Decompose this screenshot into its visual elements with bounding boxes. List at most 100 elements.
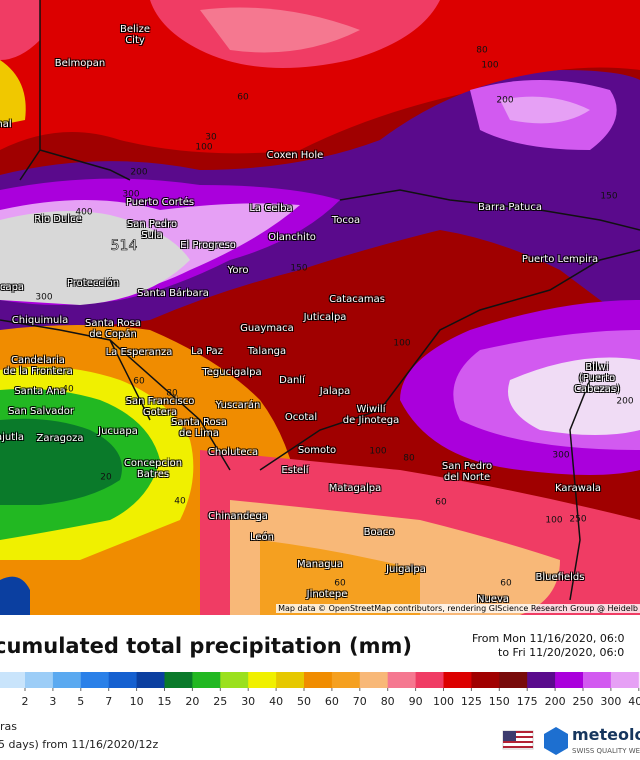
contour-label: 60 bbox=[500, 579, 512, 589]
legend-swatch bbox=[192, 672, 221, 688]
legend-tick-label: 40 bbox=[269, 695, 283, 708]
city-label: Guaymaca bbox=[240, 323, 294, 334]
legend-tick-label: 300 bbox=[600, 695, 621, 708]
legend: cumulated total precipitation (mm) From … bbox=[0, 615, 640, 760]
city-label: Catacamas bbox=[329, 294, 385, 305]
legend-swatch bbox=[415, 672, 444, 688]
legend-swatch bbox=[136, 672, 165, 688]
legend-swatch bbox=[220, 672, 249, 688]
flag bbox=[502, 730, 534, 750]
legend-swatch bbox=[80, 672, 110, 688]
legend-swatch bbox=[359, 672, 389, 688]
legend-swatch bbox=[304, 672, 333, 688]
city-label: Jucuapa bbox=[98, 426, 138, 437]
contour-label: 250 bbox=[569, 515, 586, 525]
legend-tick-label: 2 bbox=[22, 695, 29, 708]
legend-tick-label: 125 bbox=[461, 695, 482, 708]
city-label: Concepcion Batres bbox=[123, 458, 183, 480]
contour-label: 100 bbox=[195, 143, 212, 153]
city-label: Ocotal bbox=[284, 412, 318, 423]
legend-tick-label: 20 bbox=[185, 695, 199, 708]
city-label: Juigalpa bbox=[386, 564, 426, 575]
legend-tick-label: 7 bbox=[105, 695, 112, 708]
city-label: Jalapa bbox=[319, 386, 351, 397]
brand: meteolog bbox=[572, 725, 640, 744]
city-label: Wiwilí de Jinotega bbox=[342, 404, 400, 426]
map: 80 100 200 60 30 100 200 300 400 300 150 150 100 100 8… bbox=[0, 0, 640, 615]
city-label: Yoro bbox=[227, 265, 249, 276]
legend-tick-label: 400 bbox=[628, 695, 640, 708]
contour-label: 40 bbox=[62, 385, 74, 395]
legend-tick-label: 10 bbox=[130, 695, 144, 708]
legend-svg: cumulated total precipitation (mm) From … bbox=[0, 632, 640, 755]
legend-tick-label: 3 bbox=[49, 695, 56, 708]
contour-label: 300 bbox=[35, 293, 52, 303]
max-label: 514 bbox=[111, 238, 138, 254]
contour-label: 60 bbox=[133, 377, 145, 387]
legend-tick-label: 200 bbox=[545, 695, 566, 708]
city-label: Zaragoza bbox=[36, 433, 84, 444]
city-label: Rio Dulce bbox=[34, 214, 82, 225]
city-label: Managua bbox=[296, 559, 344, 570]
city-label: La Paz bbox=[191, 346, 223, 357]
legend-tick-label: 150 bbox=[489, 695, 510, 708]
legend-swatch bbox=[276, 672, 305, 688]
legend-tick-label: 70 bbox=[353, 695, 367, 708]
contour-label: 200 bbox=[616, 397, 633, 407]
legend-swatch bbox=[583, 672, 612, 688]
city-label: hal bbox=[0, 119, 12, 130]
city-label: Chinandega bbox=[208, 511, 268, 522]
city-label: Estelí bbox=[281, 465, 309, 476]
legend-swatch bbox=[0, 672, 26, 688]
legend-tick-label: 90 bbox=[409, 695, 423, 708]
city-label: Bilwi (Puerto Cabezas) bbox=[573, 362, 621, 395]
contour-label: 30 bbox=[205, 133, 217, 143]
contour-label: 100 bbox=[393, 339, 410, 349]
legend-swatch bbox=[52, 672, 82, 688]
contour-label: 80 bbox=[403, 454, 415, 464]
logo bbox=[544, 727, 568, 755]
city-label: Santa Ana bbox=[14, 386, 66, 397]
attribution: Map data © OpenStreetMap contributors, r… bbox=[276, 604, 640, 613]
contour-label: 200 bbox=[496, 96, 513, 106]
city-label: Matagalpa bbox=[328, 483, 382, 494]
contour-label: 100 bbox=[545, 516, 562, 526]
contour-label: 100 bbox=[481, 61, 498, 71]
city-label: Tegucigalpa bbox=[202, 367, 262, 378]
legend-tick-label: 100 bbox=[433, 695, 454, 708]
city-label: La Esperanza bbox=[105, 347, 173, 358]
footer-line: 5 days) from 11/16/2020/12z bbox=[0, 738, 158, 751]
city-label: Bluefields bbox=[535, 572, 585, 583]
city-label: El Progreso bbox=[180, 240, 236, 251]
city-label: Karawala bbox=[555, 483, 601, 494]
city-label: San Salvador bbox=[8, 406, 74, 417]
period-from: From Mon 11/16/2020, 06:0 bbox=[472, 632, 625, 645]
legend-tick-label: 60 bbox=[325, 695, 339, 708]
city-label: San Pedro Sula bbox=[126, 219, 178, 241]
city-label: Candelaria de la Frontera bbox=[3, 355, 73, 377]
city-label: Belize City bbox=[120, 24, 150, 46]
city-label: León bbox=[249, 532, 275, 543]
precip-field: 8010020060301002003004003001501501001008… bbox=[0, 0, 640, 615]
legend-swatch bbox=[471, 672, 500, 688]
city-label: Nueva bbox=[476, 594, 510, 605]
contour-label: 150 bbox=[600, 192, 617, 202]
borders bbox=[0, 0, 640, 601]
contour-label: 400 bbox=[75, 208, 92, 218]
city-label: Puerto Lempira bbox=[521, 254, 599, 265]
legend-swatch bbox=[638, 672, 640, 688]
contour-label: 150 bbox=[290, 264, 307, 274]
contour-label: 60 bbox=[237, 93, 249, 103]
city-label: La Ceiba bbox=[249, 203, 293, 214]
contour-label: 100 bbox=[369, 447, 386, 457]
city-label: San Francisco Gotera bbox=[125, 396, 195, 418]
contour-label: 80 bbox=[166, 389, 178, 399]
legend-swatch bbox=[108, 672, 138, 688]
city-label: Danlí bbox=[279, 375, 305, 386]
legend-swatch bbox=[610, 672, 640, 688]
city-label: Juticalpa bbox=[303, 312, 347, 323]
city-label: capa bbox=[0, 282, 25, 293]
legend-tick-label: 5 bbox=[77, 695, 84, 708]
footer-line: ras bbox=[0, 720, 17, 733]
